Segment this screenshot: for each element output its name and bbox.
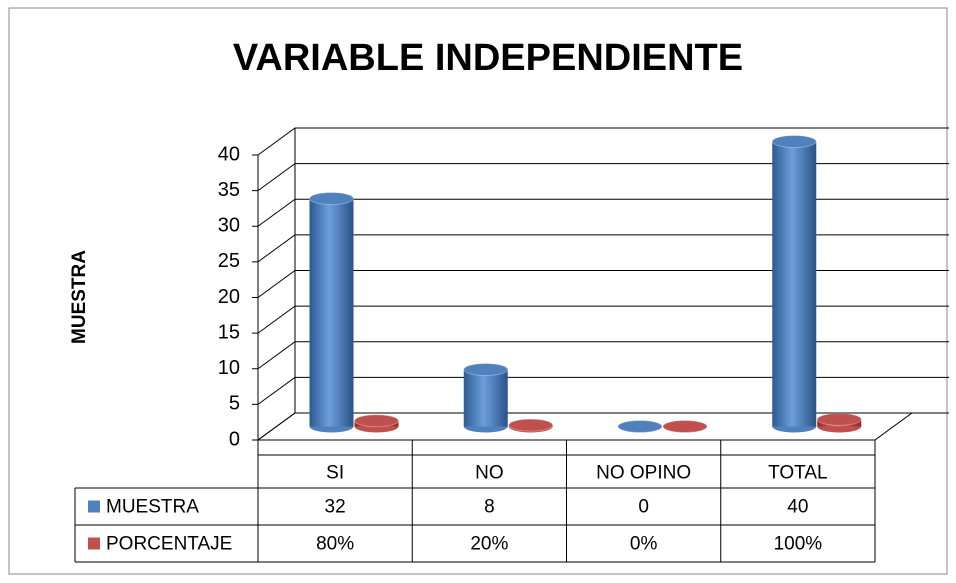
bar (309, 198, 354, 427)
legend-label: PORCENTAJE (106, 534, 232, 555)
x-tick-label: TOTAL (768, 463, 827, 484)
y-tick-label: 25 (218, 250, 240, 272)
bar-top (662, 420, 708, 433)
table-value: 0% (630, 534, 658, 555)
x-tick-label: SI (326, 463, 344, 484)
y-tick-label: 20 (218, 286, 240, 308)
bar-top (816, 412, 862, 426)
table-value: 0 (638, 497, 649, 518)
legend-label: MUESTRA (106, 497, 199, 518)
table-value: 80% (316, 534, 354, 555)
table-value: 100% (774, 534, 823, 555)
x-tick-label: NO (475, 463, 504, 484)
table-value: 8 (484, 497, 495, 518)
grid-line (257, 412, 949, 441)
x-tick-label: NO OPINO (596, 463, 691, 484)
y-tick-label: 15 (218, 321, 240, 343)
bar-top (617, 420, 663, 433)
bar-top (771, 135, 817, 148)
grid-line (257, 270, 949, 298)
legend-key (88, 537, 100, 550)
table-value: 40 (787, 497, 808, 518)
y-tick-label: 30 (218, 215, 240, 237)
y-tick-label: 40 (218, 143, 240, 165)
y-tick-label: 5 (229, 393, 240, 415)
grid-line (257, 376, 949, 405)
legend-key (88, 500, 100, 513)
grid-line (257, 198, 949, 227)
bar-top (463, 363, 509, 376)
chart-title: VARIABLE INDEPENDIENTE (233, 37, 743, 79)
grid-line (257, 127, 949, 156)
y-tick-label: 0 (229, 428, 240, 450)
bar (772, 141, 817, 427)
y-tick-label: 35 (218, 179, 240, 201)
grid-line (257, 341, 949, 370)
y-axis-label: MUESTRA (69, 250, 90, 344)
table-value: 32 (325, 497, 346, 518)
bar-top (309, 192, 354, 205)
bar-top (508, 418, 554, 432)
y-tick-label: 10 (218, 357, 240, 379)
grid-line (257, 234, 949, 263)
table-value: 20% (470, 534, 508, 555)
grid-line (257, 305, 949, 334)
grid-line (257, 163, 949, 192)
bar (463, 369, 508, 427)
bar-top (354, 414, 399, 428)
